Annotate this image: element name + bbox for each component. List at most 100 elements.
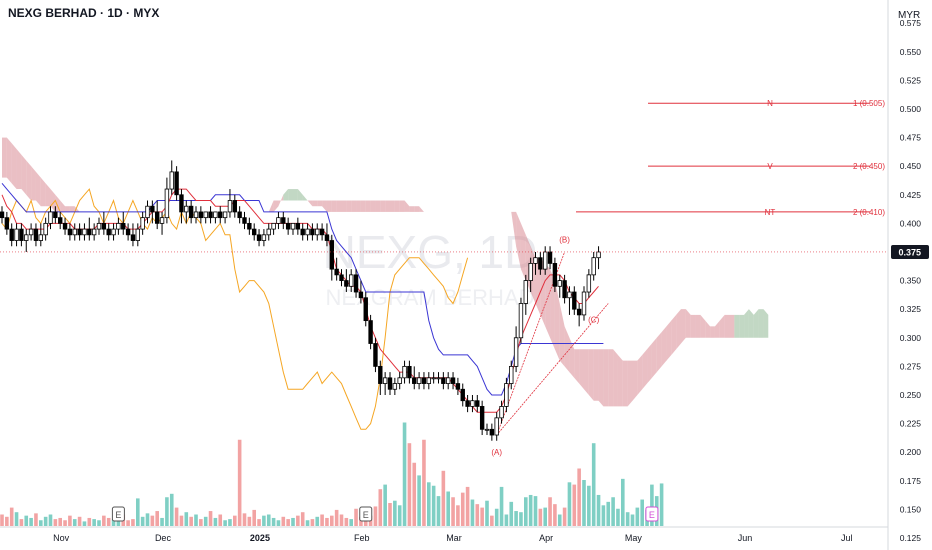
cloud-segment [370,200,376,212]
volume-bar [106,517,111,526]
cloud-segment [312,200,318,207]
time-tick-label: Jul [841,533,853,543]
volume-bar [68,515,72,526]
earnings-marker[interactable]: E [111,506,125,522]
candle-body [261,234,267,241]
candle-body [48,211,53,224]
price-tick-label: 0.325 [900,304,922,314]
volume-bar [393,500,397,526]
candle-body [596,251,601,259]
wave-label: (B) [559,235,570,244]
volume-bar [591,443,596,526]
time-axis[interactable]: Nov Dec 2025 Feb Mar Apr May Jun Jul [0,526,888,543]
volume-bar [48,514,53,526]
volume-bar [242,513,247,526]
currency-unit[interactable]: MYR [898,10,921,21]
wave-label: (C) [588,315,599,324]
cloud-segment [608,349,614,407]
cloud-segment [588,349,594,401]
candle-body [572,291,577,310]
volume-bars [0,422,664,526]
volume-bar [616,508,620,526]
earnings-marker[interactable]: E [645,506,659,522]
volume-bar [621,478,625,526]
candle-body [96,222,102,230]
cloud-segment [390,200,395,212]
volume-bar [34,513,38,526]
price-candles[interactable] [0,160,601,441]
cloud-segment [26,160,32,201]
earnings-badge [645,506,659,522]
candle-body [242,217,247,224]
candle-body [334,268,339,276]
fib-level-label: NT [765,208,776,217]
price-tick-label: 0.125 [900,533,922,543]
candle-body [213,211,218,219]
candle-body [528,263,533,281]
volume-bar [407,443,412,526]
cloud-segment [65,206,70,212]
candle-body [222,211,228,219]
cloud-segment [21,154,27,195]
volume-bar [92,519,96,526]
volume-bar [582,480,586,526]
symbol-title[interactable]: NEXG BERHAD · 1D · MYX [8,6,160,20]
cloud-segment [676,309,681,350]
earnings-marker[interactable]: E [359,506,373,522]
cloud-segment [647,343,652,384]
volume-bar [528,494,533,526]
volume-bar [451,497,455,526]
cloud-segment [341,200,347,212]
cloud-segment [50,189,56,212]
volume-bar [136,498,140,526]
volume-bar [504,514,509,526]
volume-bar [509,501,514,526]
candle-body [82,228,87,236]
candle-body [382,377,388,384]
volume-bar [427,482,431,526]
volume-bar [334,509,339,526]
candle-body [504,383,509,407]
volume-bar [499,486,504,526]
cloud-segment [6,137,12,184]
volume-bar [165,497,169,526]
volume-bar [441,470,446,526]
cloud-segment [748,309,754,338]
volume-bar [39,520,43,526]
cloud-segment [661,326,667,367]
volume-bar [131,519,135,526]
earnings-label: E [363,510,369,520]
volume-bar [58,517,62,526]
ichimoku-cloud [2,137,769,407]
volume-bar [184,512,189,526]
volume-bar [203,516,208,526]
cloud-segment [656,332,662,373]
cloud-segment [617,354,623,407]
cloud-segment [317,200,323,207]
candle-body [53,211,58,219]
volume-bar [111,519,116,526]
candle-body [348,274,354,287]
cloud-segment [729,314,735,338]
price-tick-label: 0.500 [900,104,922,114]
volume-bar [14,512,19,526]
cloud-segment [559,303,565,367]
volume-bar [640,499,644,526]
candle-body [465,400,470,407]
candle-body [310,228,315,236]
candle-body [0,211,5,219]
volume-bar [606,501,611,526]
candle-body [533,257,538,264]
volume-bar [237,439,242,526]
cloud-segment [322,200,327,212]
cloud-segment [613,349,618,407]
time-tick-label: 2025 [250,533,270,543]
cloud-segment [356,200,361,212]
volume-bar [305,520,310,526]
candle-body [154,211,160,224]
cloud-segment [695,314,701,338]
price-tick-label: 0.450 [900,161,922,171]
